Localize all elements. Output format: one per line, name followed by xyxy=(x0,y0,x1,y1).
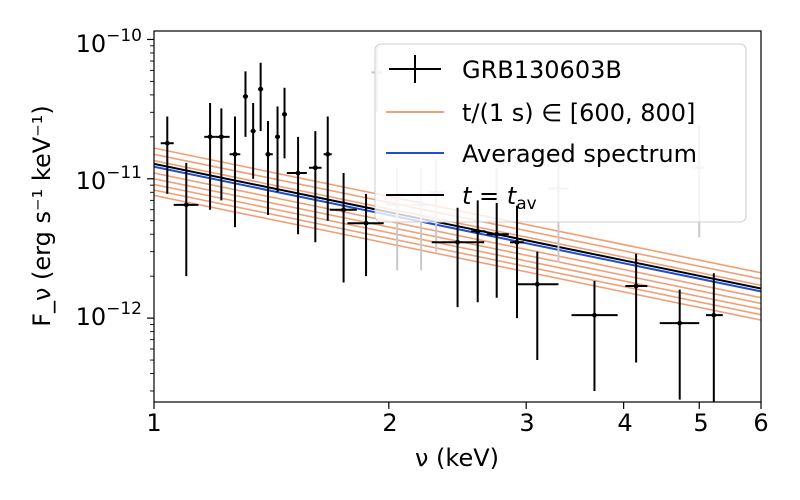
y-axis-label: F_ν (erg s⁻¹ keV⁻¹) xyxy=(28,105,56,327)
data-point-21 xyxy=(571,280,618,391)
data-point-23-marker xyxy=(677,320,683,326)
data-point-7-marker xyxy=(258,86,264,92)
data-point-3-marker xyxy=(218,134,224,140)
legend-label-orange: t/(1 s) ∈ [600, 800] xyxy=(462,99,695,127)
y-tick-labels: 10−10 10−11 10−12 xyxy=(76,26,142,331)
data-point-16-marker xyxy=(455,239,460,245)
data-point-19-marker xyxy=(514,239,520,245)
legend-entry-data: GRB130603B xyxy=(389,55,622,84)
data-point-4-marker xyxy=(232,151,238,157)
legend-entry-blue: Averaged spectrum xyxy=(386,140,697,168)
data-point-8 xyxy=(265,120,273,215)
data-point-18 xyxy=(486,203,509,298)
legend-label-data: GRB130603B xyxy=(462,56,622,84)
x-tick-label-2: 2 xyxy=(382,409,397,437)
data-point-15 xyxy=(347,193,384,277)
legend-label-tav: t xyxy=(507,182,518,210)
data-point-20 xyxy=(517,251,559,361)
data-point-14-marker xyxy=(341,207,346,213)
data-point-3 xyxy=(215,108,230,201)
data-point-5 xyxy=(242,71,249,137)
data-point-12 xyxy=(308,131,322,243)
data-point-14 xyxy=(329,173,357,283)
x-tick-labels: 1 2 3 4 5 6 xyxy=(146,409,768,437)
data-point-17-marker xyxy=(475,228,481,234)
data-point-10 xyxy=(282,87,287,159)
data-point-24 xyxy=(705,273,723,402)
x-tick-label-1: 1 xyxy=(146,409,161,437)
y-tick-label-1e-10: 10−10 xyxy=(76,26,142,58)
x-tick-label-4: 4 xyxy=(617,409,632,437)
legend-label-av: av xyxy=(516,194,536,214)
data-point-17 xyxy=(471,200,486,303)
data-point-22-marker xyxy=(633,283,639,289)
data-point-8-marker xyxy=(265,151,271,157)
x-tick-label-5: 5 xyxy=(693,409,708,437)
x-axis-label: ν (keV) xyxy=(415,444,499,472)
legend-label-t: t xyxy=(462,182,473,210)
x-tick-label-3: 3 xyxy=(519,409,534,437)
data-point-10-marker xyxy=(282,111,287,117)
data-point-5-marker xyxy=(243,94,248,99)
data-point-2 xyxy=(204,102,216,210)
data-point-18-marker xyxy=(494,231,500,237)
data-point-0-marker xyxy=(164,140,170,146)
data-point-24-marker xyxy=(711,312,717,318)
data-point-1-marker xyxy=(183,202,189,208)
y-tick-label-1e-12: 10−12 xyxy=(76,299,142,331)
data-point-12-marker xyxy=(312,165,318,171)
data-point-2-marker xyxy=(207,134,213,140)
data-point-16 xyxy=(431,207,485,308)
y-tick-label-1e-11: 10−11 xyxy=(76,163,142,195)
data-point-11 xyxy=(286,136,307,235)
legend: GRB130603B t/(1 s) ∈ [600, 800] Averaged… xyxy=(374,43,747,223)
data-point-19 xyxy=(509,205,524,319)
data-point-9-marker xyxy=(275,134,280,140)
legend-entry-black: t = tav xyxy=(386,182,537,214)
ticks xyxy=(147,38,762,409)
data-point-6-marker xyxy=(250,128,256,134)
data-point-11-marker xyxy=(295,170,301,176)
data-point-15-marker xyxy=(363,220,369,226)
data-points xyxy=(160,62,723,402)
plot-frame xyxy=(153,30,762,403)
data-point-13-marker xyxy=(325,151,331,157)
legend-label-black: t = tav xyxy=(462,182,537,214)
data-point-6 xyxy=(250,102,256,179)
data-point-23 xyxy=(659,289,700,400)
legend-entry-orange: t/(1 s) ∈ [600, 800] xyxy=(386,99,695,127)
legend-box xyxy=(374,43,747,223)
data-point-20-marker xyxy=(534,281,540,287)
data-point-0 xyxy=(160,116,174,194)
data-point-4 xyxy=(229,116,241,228)
data-point-9 xyxy=(275,106,280,193)
data-point-13 xyxy=(323,116,332,221)
data-point-21-marker xyxy=(592,312,597,318)
x-tick-label-6: 6 xyxy=(753,409,768,437)
data-point-22 xyxy=(625,253,648,363)
data-point-1 xyxy=(173,162,199,277)
data-point-7 xyxy=(258,62,264,132)
legend-label-blue: Averaged spectrum xyxy=(462,140,697,168)
